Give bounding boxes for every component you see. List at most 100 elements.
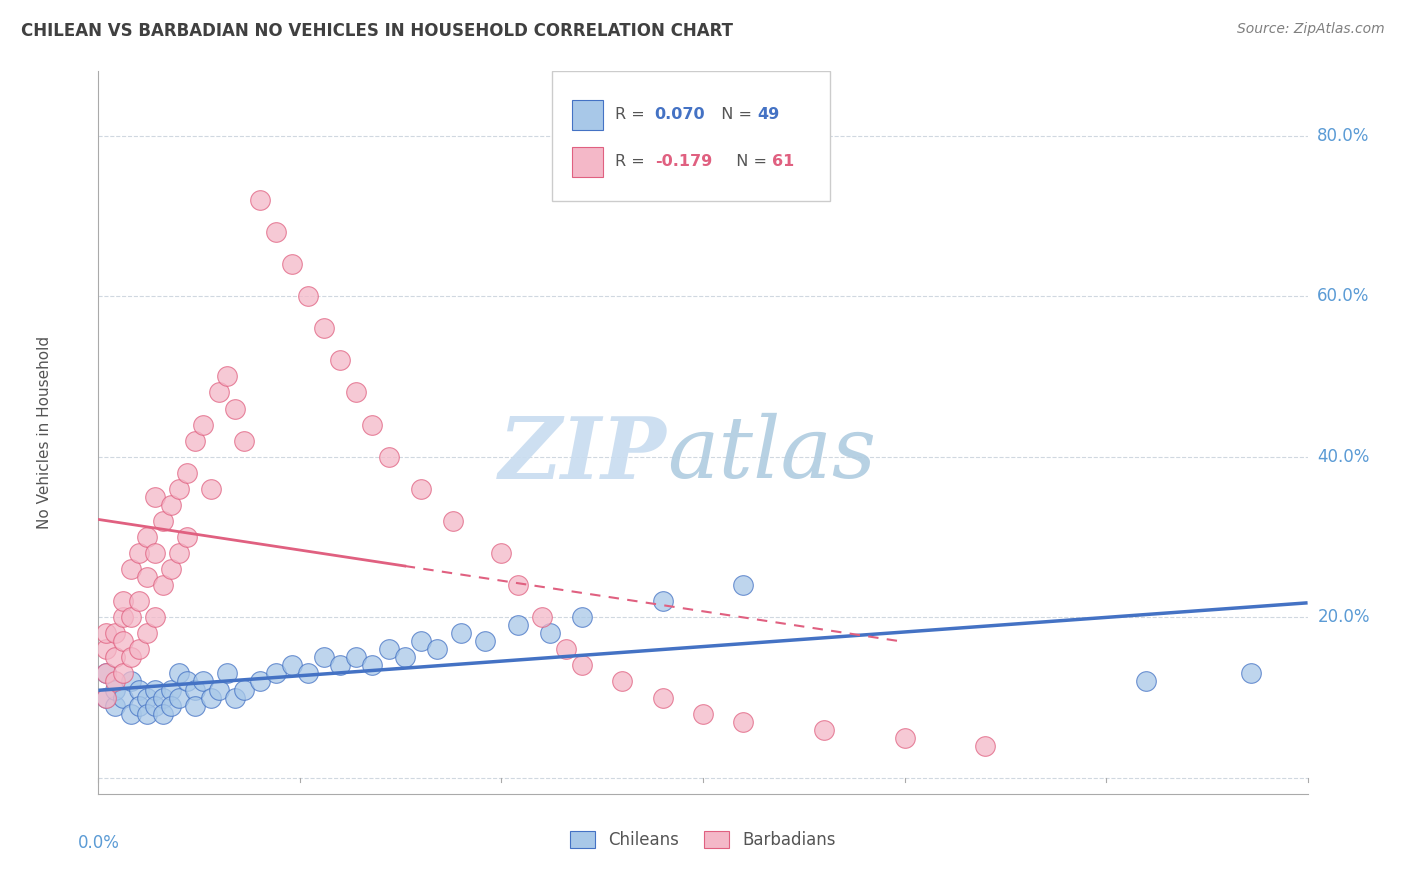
Point <box>143 490 166 504</box>
Point <box>813 723 835 737</box>
Point <box>135 706 157 721</box>
Point <box>974 739 997 753</box>
Point <box>344 650 367 665</box>
Text: Source: ZipAtlas.com: Source: ZipAtlas.com <box>1237 22 1385 37</box>
Point <box>120 650 142 665</box>
Point <box>208 682 231 697</box>
Point <box>474 634 496 648</box>
Point <box>329 353 352 368</box>
Point <box>111 594 134 608</box>
Point <box>281 257 304 271</box>
Point <box>167 546 190 560</box>
Text: 61: 61 <box>772 154 794 169</box>
Point <box>96 690 118 705</box>
Point <box>377 642 399 657</box>
Point <box>152 578 174 592</box>
Point <box>281 658 304 673</box>
Point <box>160 562 183 576</box>
Point <box>128 698 150 713</box>
Point <box>143 610 166 624</box>
Point <box>160 682 183 697</box>
Point <box>143 546 166 560</box>
Point <box>96 690 118 705</box>
Point <box>217 666 239 681</box>
Point <box>232 682 254 697</box>
Point <box>96 626 118 640</box>
Point <box>152 706 174 721</box>
Text: 0.0%: 0.0% <box>77 834 120 852</box>
Point <box>120 562 142 576</box>
Point <box>264 666 287 681</box>
Point <box>111 690 134 705</box>
Point <box>530 610 553 624</box>
Point <box>232 434 254 448</box>
Text: CHILEAN VS BARBADIAN NO VEHICLES IN HOUSEHOLD CORRELATION CHART: CHILEAN VS BARBADIAN NO VEHICLES IN HOUS… <box>21 22 733 40</box>
Point <box>184 682 207 697</box>
Point <box>160 698 183 713</box>
Point <box>135 570 157 584</box>
Point <box>264 225 287 239</box>
Point <box>651 690 673 705</box>
Point <box>692 706 714 721</box>
Point <box>176 674 198 689</box>
Point <box>167 482 190 496</box>
Point <box>361 417 384 432</box>
Point <box>612 674 634 689</box>
Point <box>111 666 134 681</box>
Text: 20.0%: 20.0% <box>1317 608 1369 626</box>
Text: -0.179: -0.179 <box>655 154 711 169</box>
Point <box>314 650 336 665</box>
Point <box>128 546 150 560</box>
Point <box>208 385 231 400</box>
Point <box>297 289 319 303</box>
Point <box>200 690 222 705</box>
FancyBboxPatch shape <box>572 100 603 130</box>
Point <box>193 417 215 432</box>
Text: 40.0%: 40.0% <box>1317 448 1369 466</box>
Point <box>103 674 125 689</box>
FancyBboxPatch shape <box>551 71 830 202</box>
Legend: Chileans, Barbadians: Chileans, Barbadians <box>561 823 845 858</box>
Point <box>733 578 755 592</box>
Point <box>193 674 215 689</box>
Point <box>344 385 367 400</box>
Point <box>143 698 166 713</box>
Point <box>249 674 271 689</box>
Point <box>176 530 198 544</box>
Point <box>555 642 578 657</box>
Point <box>160 498 183 512</box>
Point <box>111 610 134 624</box>
Point <box>184 434 207 448</box>
Point <box>426 642 449 657</box>
Point <box>184 698 207 713</box>
Point <box>361 658 384 673</box>
Text: N =: N = <box>725 154 772 169</box>
Point <box>224 401 246 416</box>
Point <box>1240 666 1263 681</box>
Point <box>120 610 142 624</box>
Point <box>571 610 593 624</box>
Point <box>394 650 416 665</box>
Point <box>377 450 399 464</box>
Point <box>441 514 464 528</box>
Point <box>143 682 166 697</box>
Point <box>409 482 432 496</box>
Point <box>103 650 125 665</box>
Point <box>450 626 472 640</box>
Point <box>135 690 157 705</box>
Point <box>135 530 157 544</box>
Point <box>152 690 174 705</box>
Point <box>224 690 246 705</box>
Point <box>506 578 529 592</box>
Point <box>103 698 125 713</box>
Text: atlas: atlas <box>666 413 876 496</box>
Point <box>176 466 198 480</box>
Point <box>297 666 319 681</box>
Point <box>249 193 271 207</box>
Text: 60.0%: 60.0% <box>1317 287 1369 305</box>
Point <box>103 626 125 640</box>
Point <box>409 634 432 648</box>
Point <box>103 682 125 697</box>
Point <box>571 658 593 673</box>
Point <box>893 731 915 745</box>
